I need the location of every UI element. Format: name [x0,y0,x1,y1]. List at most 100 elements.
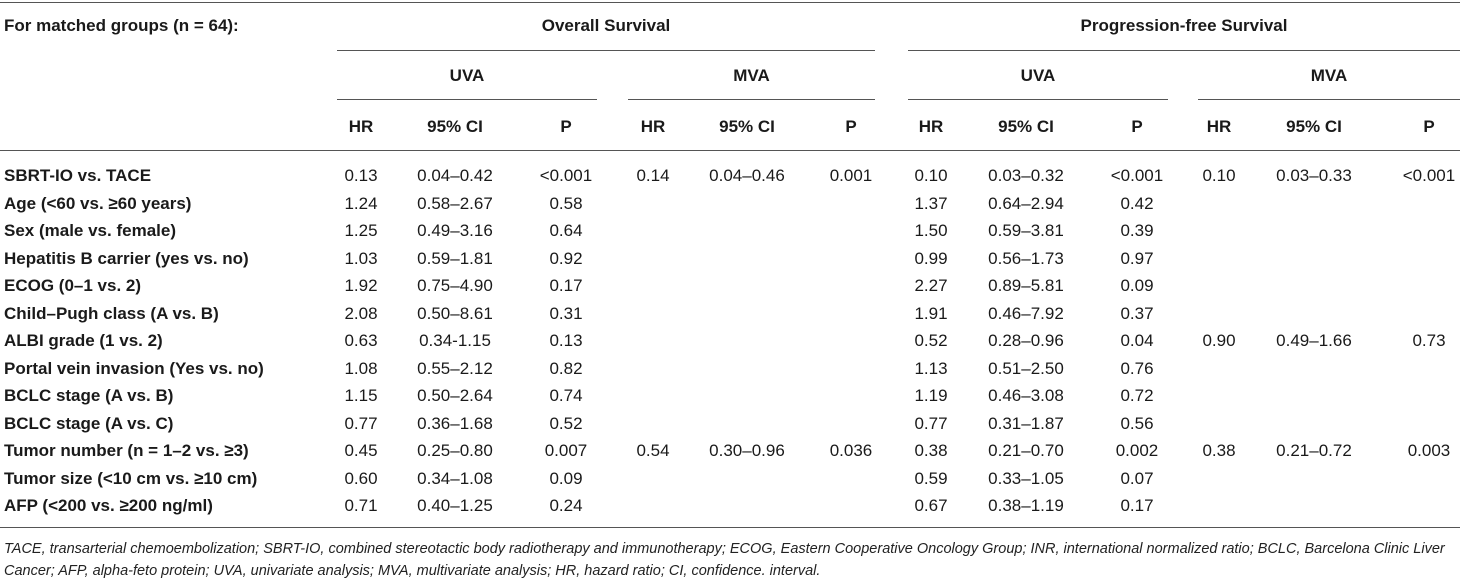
table-cell: 0.99 [914,248,948,268]
table-cell: 0.007 [544,441,588,460]
table-cell: 0.03–0.33 [1276,166,1352,185]
column-header: P [1131,117,1143,136]
column-header: 95% CI [1286,117,1342,136]
table-cell: 0.04–0.42 [417,166,493,185]
table-cell: 0.036 [829,441,873,460]
table-cell: 1.19 [914,386,948,405]
table-cell: 0.21–0.72 [1276,441,1352,460]
table-cell: 0.25–0.80 [417,441,493,460]
row-label: SBRT-IO vs. TACE [4,166,152,185]
column-header: 95% CI [719,117,775,136]
pfs-mva-underline [1198,99,1460,100]
row-label: BCLC stage (A vs. C) [4,413,174,433]
table-cell: 0.04 [1120,331,1154,350]
table-cell: 1.08 [344,358,378,378]
table-cell: 0.49–3.16 [417,221,493,240]
row-label: Tumor number (n = 1–2 vs. ≥3) [4,441,249,460]
table-cell: 0.34-1.15 [419,331,491,350]
overall-survival-underline [337,50,875,51]
table-cell: 0.34–1.08 [417,468,493,488]
table-cell: 0.63 [344,331,378,350]
table-cell: 1.15 [344,386,378,405]
analysis-header: MVA [1310,66,1348,85]
table-cell: 0.14 [636,166,670,185]
row-label: Sex (male vs. female) [4,221,176,240]
table-cell: 0.28–0.96 [988,331,1064,350]
header-bottom-rule [0,150,1460,151]
table-cell: 0.71 [344,496,378,515]
top-rule [0,2,1460,3]
row-label: ALBI grade (1 vs. 2) [4,331,163,350]
table-cell: 0.67 [914,496,948,515]
table-cell: 0.17 [1120,496,1154,515]
table-cell: 0.89–5.81 [988,276,1064,295]
table-cell: 0.56 [1120,413,1154,433]
table-cell: 0.10 [914,166,948,185]
pfs-uva-underline [908,99,1168,100]
table-cell: 0.73 [1412,331,1446,350]
table-cell: 0.64–2.94 [988,193,1064,213]
table-cell: 1.13 [914,358,948,378]
column-header: HR [348,117,374,136]
table-cell: 0.30–0.96 [709,441,785,460]
table-cell: 0.38 [914,441,948,460]
table-cell: 0.38–1.19 [988,496,1064,515]
table-cell: 0.97 [1120,248,1154,268]
table-cell: 0.55–2.12 [417,358,493,378]
table-cell: 0.59–1.81 [417,248,493,268]
table-footnote: TACE, transarterial chemoembolization; S… [4,541,1445,579]
os-mva-underline [628,99,875,100]
group-header-progression-free-survival: Progression-free Survival [1080,16,1288,35]
table-cell: <0.001 [1110,166,1164,185]
table-cell: 0.51–2.50 [988,358,1064,378]
table-cell: 2.08 [344,303,378,323]
table-cell: 0.001 [829,166,873,185]
table-cell: 0.003 [1407,441,1451,460]
row-label: Child–Pugh class (A vs. B) [4,303,219,323]
table-cell: 0.76 [1120,358,1154,378]
table-cell: 0.45 [344,441,378,460]
table-cell: 0.56–1.73 [988,248,1064,268]
table-cell: 0.77 [344,413,378,433]
column-header: HR [640,117,666,136]
table-cell: 0.38 [1202,441,1236,460]
group-header-overall-survival: Overall Survival [541,16,671,35]
table-cell: 0.72 [1120,386,1154,405]
table-cell: 0.59 [914,468,948,488]
table-cell: 1.50 [914,221,948,240]
table-cell: 0.52 [914,331,948,350]
table-caption: For matched groups (n = 64): [4,16,239,35]
table-cell: 0.002 [1115,441,1159,460]
table-cell: 0.54 [636,441,670,460]
table-cell: 0.13 [549,331,583,350]
row-label: AFP (<200 vs. ≥200 ng/ml) [4,496,213,515]
table-cell: 0.31–1.87 [988,413,1064,433]
table-cell: 0.58–2.67 [417,193,493,213]
analysis-header: MVA [733,66,770,85]
table-cell: 0.90 [1202,331,1236,350]
table-cell: 1.25 [344,221,378,240]
table-bottom-rule [0,527,1460,528]
table-cell: 0.40–1.25 [417,496,493,515]
table-cell: 0.50–8.61 [417,303,493,323]
table-cell: 0.46–3.08 [988,386,1064,405]
table-cell: 0.09 [1120,276,1154,295]
table-cell: 0.04–0.46 [709,166,785,185]
table-cell: 0.21–0.70 [988,441,1064,460]
table-cell: <0.001 [539,166,593,185]
table-cell: 0.59–3.81 [988,221,1064,240]
os-uva-underline [337,99,597,100]
table-cell: 0.10 [1202,166,1236,185]
table-cell: 1.92 [344,276,378,295]
column-header: 95% CI [427,117,483,136]
column-header: P [845,117,857,136]
row-label: Portal vein invasion (Yes vs. no) [4,358,264,378]
table-cell: 0.52 [549,413,583,433]
column-header: HR [1206,117,1232,136]
column-header: P [560,117,572,136]
table-cell: 0.09 [549,468,583,488]
table-cell: 0.92 [549,248,583,268]
table-cell: <0.001 [1402,166,1456,185]
table-cell: 1.03 [344,248,378,268]
row-label: ECOG (0–1 vs. 2) [4,276,142,295]
